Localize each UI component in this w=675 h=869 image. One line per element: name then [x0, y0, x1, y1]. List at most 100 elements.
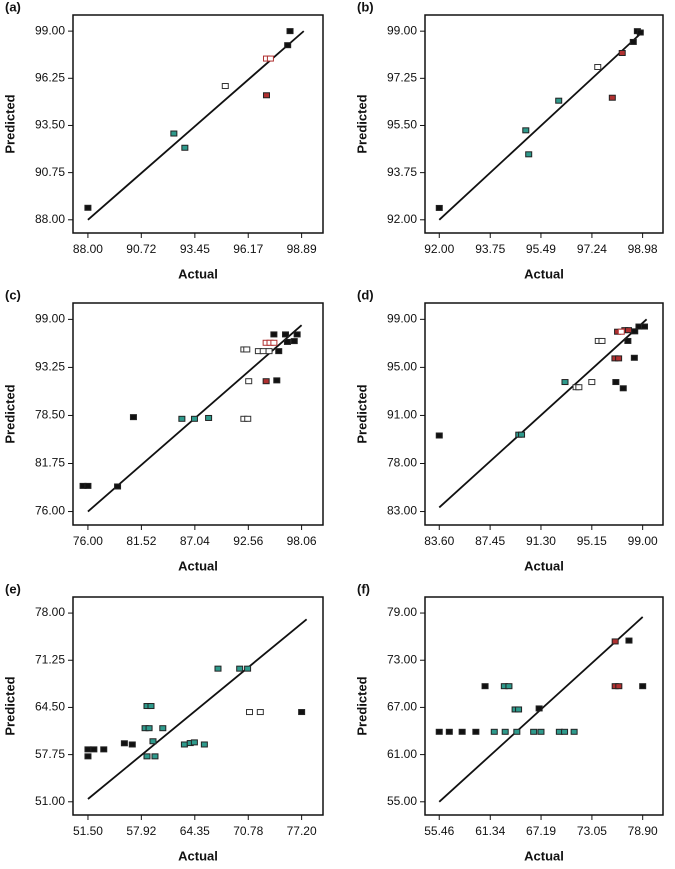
data-point [262, 378, 270, 385]
x-tick-label: 90.72 [126, 242, 156, 256]
data-point [298, 709, 306, 716]
data-point [245, 378, 253, 385]
x-tick-label: 92.56 [233, 534, 263, 548]
data-point [639, 683, 647, 690]
data-point [282, 331, 290, 338]
y-tick-label: 95.00 [387, 360, 417, 374]
fit-line [438, 30, 644, 221]
fit-line [438, 318, 648, 509]
y-axis-label: Predicted [2, 94, 17, 153]
y-tick-label: 51.00 [35, 794, 65, 808]
y-tick-label: 61.00 [387, 747, 417, 761]
data-point [625, 637, 633, 644]
data-point [120, 740, 128, 747]
x-tick-label: 96.17 [233, 242, 263, 256]
data-point [611, 638, 619, 645]
data-point [537, 728, 545, 735]
data-point [181, 144, 189, 151]
x-axis-label: Actual [524, 558, 564, 573]
y-tick-label: 76.00 [35, 504, 65, 518]
panel-label: (c) [5, 287, 21, 302]
data-point [608, 94, 616, 101]
y-tick-label: 97.25 [387, 70, 417, 84]
panel-label: (d) [357, 287, 374, 302]
data-point [619, 385, 627, 392]
y-tick-label: 93.75 [387, 165, 417, 179]
data-point [561, 728, 569, 735]
x-tick-label: 95.49 [526, 242, 556, 256]
y-tick-label: 99.00 [35, 23, 65, 37]
y-tick-label: 57.75 [35, 747, 65, 761]
data-point [270, 339, 278, 346]
data-point [615, 683, 623, 690]
data-point [265, 348, 273, 355]
y-tick-label: 73.00 [387, 652, 417, 666]
x-tick-label: 64.35 [180, 824, 210, 838]
y-tick-label: 78.00 [35, 605, 65, 619]
data-point [151, 753, 159, 760]
data-point [481, 683, 489, 690]
data-point [221, 83, 229, 90]
x-tick-label: 77.20 [287, 824, 317, 838]
data-point [273, 377, 281, 384]
plot-frame [424, 14, 664, 234]
data-point [190, 415, 198, 422]
data-point [284, 42, 292, 49]
data-point [159, 725, 167, 732]
x-axis-label: Actual [178, 558, 218, 573]
data-point [501, 728, 509, 735]
data-point [435, 728, 443, 735]
x-tick-label: 93.45 [180, 242, 210, 256]
y-tick-label: 78.00 [387, 456, 417, 470]
data-point [114, 483, 122, 490]
y-tick-label: 88.00 [35, 212, 65, 226]
data-point [490, 728, 498, 735]
data-point [275, 348, 283, 355]
x-tick-label: 97.24 [577, 242, 607, 256]
data-point [293, 331, 301, 338]
x-tick-label: 99.00 [628, 534, 658, 548]
data-point [244, 665, 252, 672]
y-axis-label: Predicted [2, 384, 17, 443]
data-point [270, 331, 278, 338]
y-tick-label: 78.50 [35, 408, 65, 422]
y-tick-label: 99.00 [35, 312, 65, 326]
data-point [286, 28, 294, 35]
x-tick-label: 61.34 [475, 824, 505, 838]
data-point [513, 728, 521, 735]
x-tick-label: 70.78 [233, 824, 263, 838]
data-point [266, 55, 274, 62]
data-point [145, 725, 153, 732]
data-point [458, 728, 466, 735]
data-point [629, 38, 637, 45]
x-tick-label: 81.52 [126, 534, 156, 548]
fit-line [87, 618, 308, 800]
data-point [129, 414, 137, 421]
data-point [472, 728, 480, 735]
data-point [630, 354, 638, 361]
x-tick-label: 95.15 [577, 534, 607, 548]
y-axis-label: Predicted [354, 94, 369, 153]
data-point [90, 746, 98, 753]
x-tick-label: 76.00 [73, 534, 103, 548]
x-axis-label: Actual [178, 266, 218, 281]
data-point [190, 739, 198, 746]
data-point [244, 415, 252, 422]
y-tick-label: 96.25 [35, 70, 65, 84]
y-tick-label: 90.75 [35, 165, 65, 179]
data-point [290, 338, 298, 345]
y-axis-label: Predicted [354, 676, 369, 735]
data-point [612, 379, 620, 386]
data-point [259, 348, 267, 355]
data-point [256, 709, 264, 716]
y-tick-label: 79.00 [387, 605, 417, 619]
data-point [515, 706, 523, 713]
data-point [618, 49, 626, 56]
data-point [205, 414, 213, 421]
x-tick-label: 91.30 [526, 534, 556, 548]
data-point [561, 379, 569, 386]
data-point [588, 379, 596, 386]
data-point [624, 337, 632, 344]
x-tick-label: 73.05 [577, 824, 607, 838]
panel-label: (a) [5, 0, 21, 14]
